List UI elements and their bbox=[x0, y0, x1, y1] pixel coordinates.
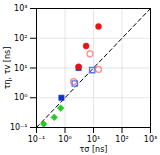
svg-text:10⁻¹: 10⁻¹ bbox=[10, 123, 28, 132]
svg-text:10¹: 10¹ bbox=[87, 135, 100, 144]
svg-text:10⁻¹: 10⁻¹ bbox=[28, 135, 46, 144]
svg-text:10²: 10² bbox=[14, 34, 27, 43]
svg-text:10¹: 10¹ bbox=[14, 64, 27, 73]
svg-text:10³: 10³ bbox=[14, 4, 27, 13]
svg-text:τη, τv [ns]: τη, τv [ns] bbox=[3, 47, 12, 90]
svg-text:10⁰: 10⁰ bbox=[14, 93, 27, 102]
svg-text:τσ [ns]: τσ [ns] bbox=[80, 145, 108, 154]
svg-text:10³: 10³ bbox=[144, 135, 157, 144]
svg-text:10⁰: 10⁰ bbox=[58, 135, 71, 144]
svg-text:10²: 10² bbox=[115, 135, 128, 144]
